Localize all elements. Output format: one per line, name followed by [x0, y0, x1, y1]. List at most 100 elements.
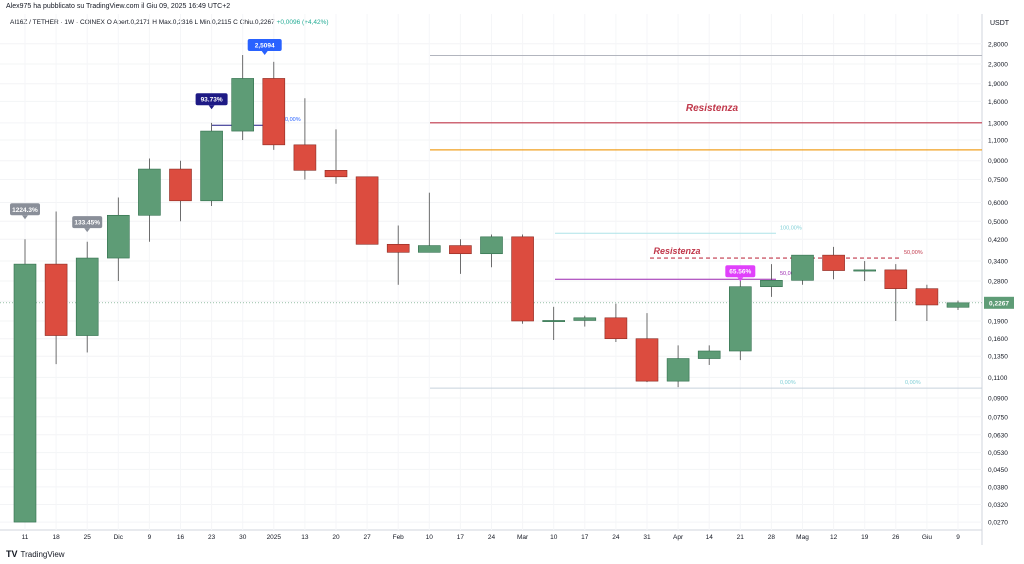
candle-body: [75, 257, 99, 336]
candle-body: [915, 288, 939, 306]
y-tick-label: 0,0630: [988, 432, 1008, 439]
y-tick-label: 1,6000: [988, 99, 1008, 106]
ath-badge: 2,5094: [255, 43, 275, 50]
x-tick-label: 13: [301, 534, 309, 541]
x-tick-label: 14: [706, 534, 714, 541]
ath-badge-pointer: [261, 51, 268, 56]
change-value: +0,0096 (+4,42%): [276, 19, 329, 26]
candle-body: [293, 144, 317, 171]
x-tick-label: 10: [550, 534, 558, 541]
fib-100-label: 100,00%: [780, 225, 802, 231]
x-tick-label: 17: [457, 534, 465, 541]
candle-body: [728, 286, 752, 352]
y-tick-label: 0,1350: [988, 354, 1008, 361]
x-tick-label: 24: [488, 534, 496, 541]
x-tick-label: Feb: [393, 534, 405, 541]
candle-body: [697, 350, 721, 359]
y-tick-label: 2,8000: [988, 41, 1008, 48]
candle-body: [822, 254, 845, 271]
candle-body: [13, 263, 37, 523]
candle-body: [946, 302, 970, 308]
x-tick-label: Dic: [114, 534, 124, 541]
y-tick-label: 1,3000: [988, 120, 1008, 127]
candle-body: [386, 243, 410, 253]
candle-body: [542, 320, 566, 322]
candle-body: [853, 269, 877, 272]
pct-65-badge: 65.56%: [729, 269, 751, 276]
x-tick-label: 12: [830, 534, 838, 541]
x-tick-label: 16: [177, 534, 185, 541]
pct-93-badge-bg: [195, 93, 228, 106]
x-tick-label: 9: [148, 534, 152, 541]
x-tick-label: 26: [892, 534, 900, 541]
candle-body: [355, 176, 379, 245]
candle-body: [200, 130, 223, 202]
candle-body: [44, 263, 68, 336]
y-tick-label: 0,0750: [988, 414, 1008, 421]
pct-65-badge-pointer: [737, 277, 744, 282]
x-tick-label: Apr: [673, 534, 684, 541]
y-tick-label: 0,7500: [988, 177, 1008, 184]
y-tick-label: 0,0530: [988, 450, 1008, 457]
x-tick-label: 25: [84, 534, 92, 541]
fib-0-label-left: 0,00%: [780, 380, 796, 386]
y-tick-label: 0,1600: [988, 336, 1008, 343]
ath-badge-bg: [247, 39, 282, 52]
candle-body: [666, 358, 690, 382]
candle-body: [604, 317, 628, 340]
candle-body: [635, 338, 659, 382]
symbol-label: AI16Z / TETHER · 1W · COINEX: [10, 19, 105, 26]
y-tick-label: 0,0320: [988, 502, 1008, 509]
candle-body: [417, 245, 441, 253]
x-tick-label: 17: [581, 534, 589, 541]
early-high-badge-1-pointer: [22, 215, 28, 220]
published-note: Alex975 ha pubblicato su TradingView.com…: [6, 3, 231, 10]
candle-body: [884, 269, 908, 289]
candle-body: [573, 317, 597, 321]
pct-93-line-label: 0,00%: [285, 117, 301, 123]
x-tick-label: 19: [861, 534, 869, 541]
early-high-badge-1: 1224.3%: [12, 207, 38, 214]
tradingview-logo-icon: TV: [6, 549, 18, 559]
price-axis-unit: USDT: [990, 20, 1010, 27]
x-tick-label: 23: [208, 534, 216, 541]
symbol-ohlc-line: AI16Z / TETHER · 1W · COINEX O Apert.0,2…: [10, 19, 329, 26]
x-tick-label: 18: [52, 534, 60, 541]
x-tick-label: 2025: [267, 534, 282, 541]
x-tick-label: Mag: [796, 534, 809, 541]
fib-0-label-right: 0,00%: [905, 380, 921, 386]
x-tick-label: 30: [239, 534, 247, 541]
footer-brand: TV TradingView: [6, 549, 65, 559]
y-tick-label: 0,0380: [988, 484, 1008, 491]
candle-body: [231, 78, 254, 132]
y-tick-label: 0,2800: [988, 279, 1008, 286]
candle-body: [262, 78, 286, 146]
candle-body: [511, 236, 534, 322]
candle-body: [791, 254, 814, 281]
x-tick-label: 28: [768, 534, 776, 541]
y-tick-label: 0,1100: [988, 375, 1008, 382]
y-tick-label: 2,3000: [988, 62, 1008, 69]
y-tick-label: 0,0900: [988, 396, 1008, 403]
candle-body: [169, 168, 192, 202]
x-tick-label: 20: [332, 534, 340, 541]
x-tick-label: 11: [22, 534, 29, 541]
early-high-badge-2-bg: [72, 216, 103, 229]
early-high-badge-2-pointer: [84, 228, 91, 233]
ohlc-values: O Apert.0,2171 H Max.0,2316 L Min.0,2115…: [106, 19, 275, 26]
last-price-tag-bg: [984, 296, 1014, 309]
x-tick-label: Giu: [922, 534, 933, 541]
x-tick-label: 21: [737, 534, 745, 541]
brand-label: TradingView: [20, 549, 65, 559]
pct-65-badge-bg: [725, 265, 756, 278]
pct-93-badge: 93.73%: [201, 97, 223, 104]
pct-93-badge-pointer: [208, 105, 215, 110]
candle-body: [107, 214, 130, 259]
purple-50-label: 50,00%: [780, 271, 799, 277]
candle-body: [760, 280, 783, 288]
last-price-tag: 0,2267: [989, 300, 1009, 307]
candle-body: [324, 170, 348, 178]
y-tick-label: 0,5000: [988, 219, 1008, 226]
x-tick-label: Mar: [517, 534, 529, 541]
